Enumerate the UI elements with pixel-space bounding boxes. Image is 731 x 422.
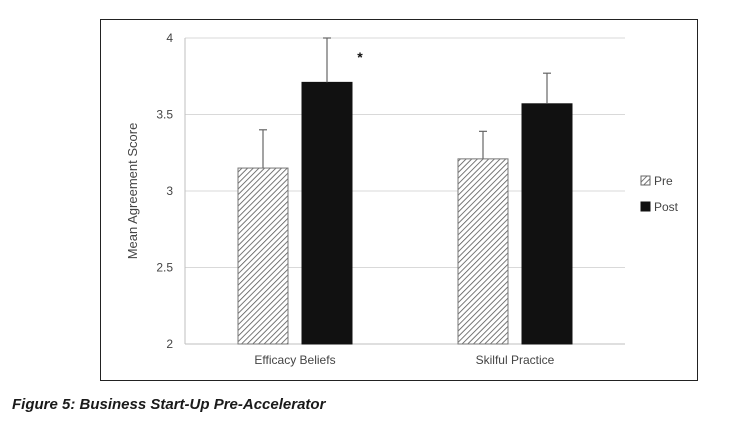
- legend: Pre Post: [640, 174, 679, 214]
- bar-post-1: [301, 81, 353, 345]
- bars: [237, 37, 573, 345]
- legend-label-post: Post: [654, 200, 679, 214]
- bar-pre-1: [237, 167, 289, 345]
- y-tick-label: 3.5: [156, 108, 173, 122]
- x-category-label: Efficacy Beliefs: [254, 353, 335, 367]
- legend-label-pre: Pre: [654, 174, 673, 188]
- legend-swatch-pre: [640, 175, 651, 186]
- y-tick-label: 4: [166, 31, 173, 45]
- y-axis-title: Mean Agreement Score: [125, 123, 140, 260]
- significance-marker: *: [357, 49, 363, 65]
- legend-swatch-post: [640, 201, 651, 212]
- x-category-label: Skilful Practice: [476, 353, 555, 367]
- chart-frame: 2 2.5 3 3.5 4 Mean Agreement Score * Efficacy B…: [100, 19, 698, 381]
- labels: 2 2.5 3 3.5 4 Mean Agreement Score * Efficacy B…: [125, 31, 555, 367]
- bar-post-2: [521, 103, 573, 345]
- y-tick-label: 2.5: [156, 261, 173, 275]
- bar-pre-2: [457, 158, 509, 345]
- y-tick-label: 2: [166, 337, 173, 351]
- bar-chart: 2 2.5 3 3.5 4 Mean Agreement Score * Efficacy B…: [125, 31, 679, 367]
- y-tick-label: 3: [166, 184, 173, 198]
- figure-caption: Figure 5: Business Start-Up Pre-Accelera…: [12, 396, 326, 413]
